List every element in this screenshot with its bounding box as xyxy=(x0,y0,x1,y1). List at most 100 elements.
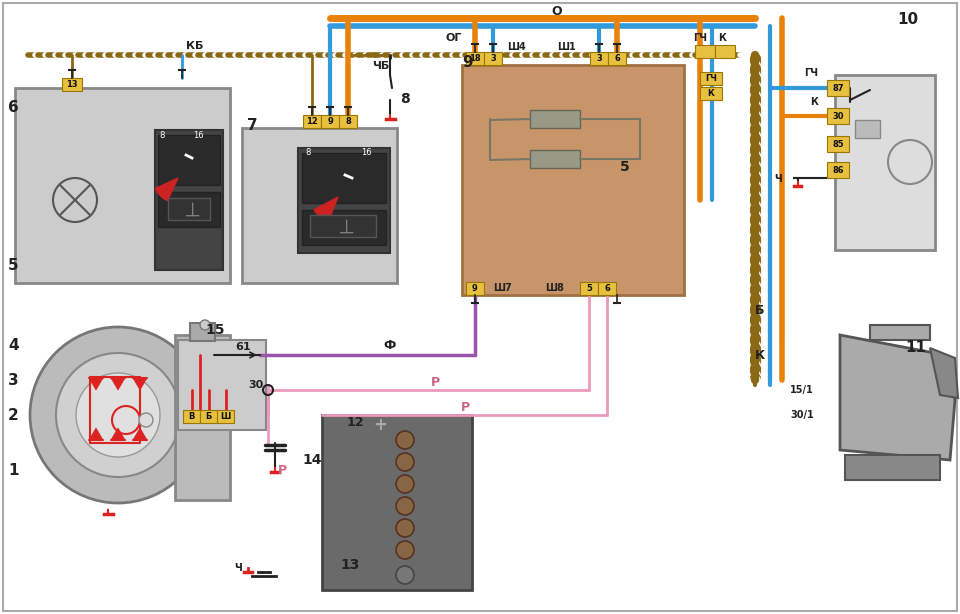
Wedge shape xyxy=(156,178,178,201)
Text: 30: 30 xyxy=(248,380,263,390)
Text: 9: 9 xyxy=(462,55,472,70)
Text: 4: 4 xyxy=(8,338,18,352)
Bar xyxy=(466,52,484,65)
Text: О: О xyxy=(552,4,563,18)
Polygon shape xyxy=(89,428,103,440)
Bar xyxy=(62,78,82,91)
Text: 16: 16 xyxy=(361,148,372,157)
Text: 5: 5 xyxy=(586,284,592,293)
Bar xyxy=(827,162,849,178)
Bar xyxy=(608,52,626,65)
Circle shape xyxy=(76,373,160,457)
Bar xyxy=(598,282,616,295)
Bar xyxy=(715,45,735,58)
Bar xyxy=(298,148,390,253)
Text: Ч: Ч xyxy=(775,174,782,184)
Bar xyxy=(158,192,220,227)
Text: 12: 12 xyxy=(347,416,364,429)
Circle shape xyxy=(396,431,414,449)
Bar xyxy=(175,335,230,500)
Circle shape xyxy=(200,320,210,330)
Text: В: В xyxy=(188,412,195,421)
Text: ГЧ: ГЧ xyxy=(705,74,717,83)
Circle shape xyxy=(396,453,414,471)
Bar xyxy=(580,282,598,295)
Bar xyxy=(827,136,849,152)
Bar xyxy=(217,410,234,423)
Bar xyxy=(155,130,223,270)
Text: 6: 6 xyxy=(8,100,19,115)
Text: 9: 9 xyxy=(327,117,333,126)
Text: 1: 1 xyxy=(8,462,18,478)
Circle shape xyxy=(888,140,932,184)
Text: КБ: КБ xyxy=(186,41,204,51)
Polygon shape xyxy=(133,378,147,390)
Bar xyxy=(700,87,722,100)
Circle shape xyxy=(396,541,414,559)
Text: К: К xyxy=(755,349,765,362)
Text: ЧБ: ЧБ xyxy=(372,61,389,71)
Text: 7: 7 xyxy=(247,118,257,133)
Text: ГЧ: ГЧ xyxy=(804,68,818,78)
Text: 12: 12 xyxy=(306,117,318,126)
Text: Ш4: Ш4 xyxy=(507,42,526,52)
Bar xyxy=(303,115,321,128)
Polygon shape xyxy=(930,348,958,398)
Text: 13: 13 xyxy=(340,558,360,572)
Text: Б: Б xyxy=(756,303,765,316)
Bar xyxy=(15,88,230,283)
Bar xyxy=(695,45,715,58)
Bar xyxy=(827,108,849,124)
Text: Ф: Ф xyxy=(384,338,396,351)
Bar xyxy=(700,72,722,85)
Text: Ш8: Ш8 xyxy=(545,283,564,293)
Text: 3: 3 xyxy=(491,54,496,63)
Bar xyxy=(310,215,376,237)
Text: Ш7: Ш7 xyxy=(493,283,512,293)
Circle shape xyxy=(396,497,414,515)
Circle shape xyxy=(396,566,414,584)
Bar xyxy=(183,410,200,423)
Text: 3: 3 xyxy=(596,54,602,63)
Bar xyxy=(190,323,215,341)
Text: Р: Р xyxy=(430,376,440,389)
Bar xyxy=(168,198,210,220)
Text: Б: Б xyxy=(205,412,212,421)
Polygon shape xyxy=(111,378,125,390)
Polygon shape xyxy=(133,428,147,440)
Text: +: + xyxy=(373,416,387,434)
Bar xyxy=(827,80,849,96)
Text: ГЧ: ГЧ xyxy=(693,33,707,43)
Text: 6: 6 xyxy=(614,54,620,63)
Text: ⊣: ⊣ xyxy=(180,201,199,217)
Circle shape xyxy=(56,353,180,477)
Bar xyxy=(835,75,935,250)
Text: ⊣: ⊣ xyxy=(333,217,352,235)
Bar xyxy=(242,128,397,283)
Bar xyxy=(484,52,502,65)
Text: Ш: Ш xyxy=(221,412,230,421)
Text: Р: Р xyxy=(461,400,469,413)
Bar xyxy=(321,115,339,128)
Bar xyxy=(462,65,684,295)
Text: 8: 8 xyxy=(400,92,410,106)
Text: 30/1: 30/1 xyxy=(790,410,814,420)
Bar xyxy=(870,325,930,340)
Bar xyxy=(530,150,580,168)
Text: 9: 9 xyxy=(472,284,478,293)
Text: 85: 85 xyxy=(832,139,844,149)
Text: К: К xyxy=(708,89,714,98)
Text: 10: 10 xyxy=(897,12,918,27)
Bar xyxy=(302,210,386,245)
Text: 15: 15 xyxy=(205,323,225,337)
Text: 8: 8 xyxy=(346,117,350,126)
Text: 87: 87 xyxy=(832,84,844,93)
Circle shape xyxy=(396,475,414,493)
Text: К: К xyxy=(810,97,818,107)
Text: 5: 5 xyxy=(620,160,630,174)
Text: 5: 5 xyxy=(8,258,18,273)
Text: Ш1: Ш1 xyxy=(557,42,576,52)
Text: 61: 61 xyxy=(235,342,251,352)
Bar xyxy=(530,110,580,128)
Polygon shape xyxy=(111,428,125,440)
